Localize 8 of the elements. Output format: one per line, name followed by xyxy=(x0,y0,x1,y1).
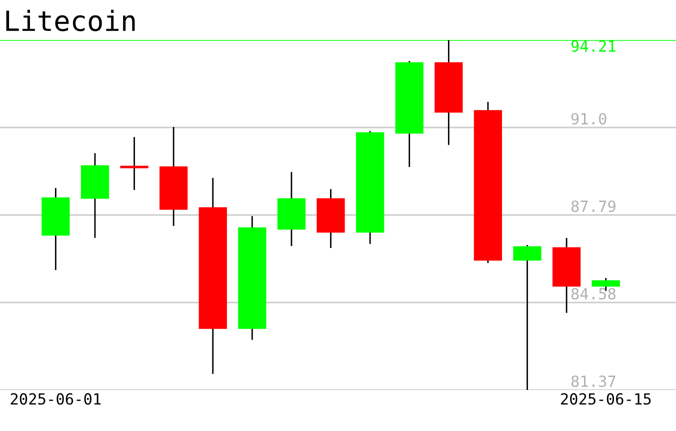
y-tick-label: 81.37 xyxy=(571,375,616,388)
y-tick-label: 84.58 xyxy=(571,288,616,300)
x-tick-label: 2025-06-01 xyxy=(10,393,101,405)
x-tick-label: 2025-06-15 xyxy=(561,393,651,405)
y-tick-label: 91.0 xyxy=(571,112,606,125)
chart-title: Litecoin xyxy=(6,10,135,32)
ref-line-label: 94.21 xyxy=(571,40,616,52)
y-tick-label: 87.79 xyxy=(571,200,616,212)
